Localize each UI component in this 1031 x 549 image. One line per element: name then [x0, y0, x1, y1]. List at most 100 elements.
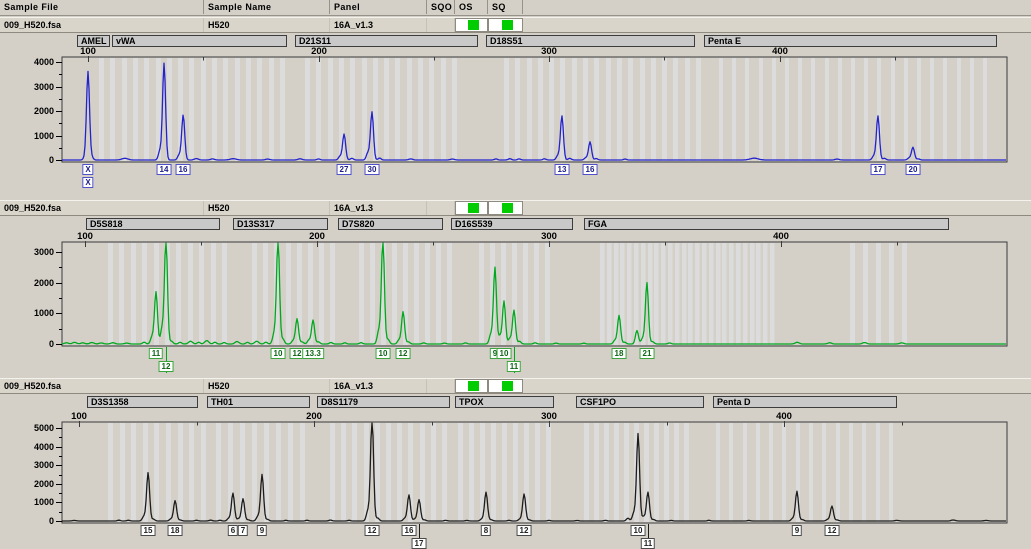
allele-label[interactable]: 13.3 — [302, 348, 324, 359]
allele-label[interactable]: 16 — [175, 164, 191, 175]
svg-text:4000: 4000 — [34, 57, 54, 67]
svg-text:100: 100 — [77, 231, 93, 242]
allele-label[interactable]: 12 — [395, 348, 411, 359]
allele-label[interactable]: 16 — [401, 525, 417, 536]
marker-bar-csf1po[interactable]: CSF1PO — [576, 396, 704, 408]
allele-label[interactable]: 10 — [496, 348, 512, 359]
marker-bar-amel[interactable]: AMEL — [77, 35, 110, 47]
marker-bar-tpox[interactable]: TPOX — [455, 396, 554, 408]
allele-label[interactable]: 12 — [824, 525, 840, 536]
allele-label[interactable]: 18 — [167, 525, 183, 536]
allele-label[interactable]: 16 — [582, 164, 598, 175]
svg-text:2000: 2000 — [34, 106, 54, 116]
marker-bar-th01[interactable]: TH01 — [207, 396, 310, 408]
y-axis — [56, 252, 62, 345]
svg-text:0: 0 — [49, 516, 54, 526]
allele-label[interactable]: 13 — [554, 164, 570, 175]
allele-label[interactable]: 20 — [905, 164, 921, 175]
allele-label[interactable]: 27 — [336, 164, 352, 175]
sample-file-cell: 009_H520.fsa — [0, 379, 204, 393]
allele-label[interactable]: 12 — [364, 525, 380, 536]
sq-pass-indicator — [502, 381, 513, 391]
electropherogram-plot-2[interactable]: 100 200 300 400 0 1000 2000 3000 — [0, 228, 1031, 352]
allele-label[interactable]: 30 — [364, 164, 380, 175]
sample-row-blue[interactable]: 009_H520.fsa H520 16A_v1.3 — [0, 17, 1031, 33]
marker-bar-d5s818[interactable]: D5S818 — [86, 218, 220, 230]
allele-label[interactable]: 7 — [237, 525, 249, 536]
allele-bins — [108, 423, 893, 522]
marker-bar-d16s539[interactable]: D16S539 — [451, 218, 573, 230]
allele-label[interactable]: 11 — [506, 361, 522, 372]
svg-text:2000: 2000 — [34, 479, 54, 489]
svg-text:0: 0 — [49, 339, 54, 349]
sample-row-black[interactable]: 009_H520.fsa H520 16A_v1.3 — [0, 378, 1031, 394]
allele-label[interactable]: 11 — [148, 348, 164, 359]
allele-label[interactable]: 9 — [256, 525, 268, 536]
allele-label[interactable]: 9 — [791, 525, 803, 536]
svg-text:400: 400 — [776, 411, 792, 422]
x-axis-ruler — [85, 241, 898, 247]
sample-name-cell: H520 — [204, 379, 330, 393]
column-header-sample-file: Sample File — [0, 0, 204, 14]
allele-label[interactable]: 10 — [630, 525, 646, 536]
svg-text:3000: 3000 — [34, 82, 54, 92]
marker-bar-fga[interactable]: FGA — [584, 218, 949, 230]
sample-panel-cell: 16A_v1.3 — [330, 18, 427, 32]
sq-cell — [488, 18, 523, 32]
sample-panel-cell: 16A_v1.3 — [330, 201, 427, 215]
column-header-os: OS — [455, 0, 488, 14]
column-header-panel: Panel — [330, 0, 427, 14]
sq-cell — [488, 379, 523, 393]
sample-name-cell: H520 — [204, 201, 330, 215]
allele-label[interactable]: 12 — [158, 361, 174, 372]
column-header-sq: SQ — [488, 0, 523, 14]
sq-pass-indicator — [502, 203, 513, 213]
allele-label[interactable]: 10 — [270, 348, 286, 359]
marker-bar-penta-e[interactable]: Penta E — [704, 35, 997, 47]
allele-label[interactable]: X — [82, 177, 94, 188]
svg-text:3000: 3000 — [34, 460, 54, 470]
marker-bar-penta-d[interactable]: Penta D — [713, 396, 897, 408]
marker-bar-vwa[interactable]: vWA — [112, 35, 287, 47]
sqo-cell — [427, 379, 455, 393]
os-cell — [455, 201, 488, 215]
allele-label[interactable]: 18 — [611, 348, 627, 359]
allele-label[interactable]: 17 — [870, 164, 886, 175]
y-axis — [56, 428, 62, 522]
marker-bar-d3s1358[interactable]: D3S1358 — [87, 396, 198, 408]
allele-label[interactable]: 8 — [480, 525, 492, 536]
sample-name-cell: H520 — [204, 18, 330, 32]
svg-text:2000: 2000 — [34, 278, 54, 288]
svg-text:1000: 1000 — [34, 131, 54, 141]
svg-text:300: 300 — [541, 46, 557, 57]
marker-bar-d8s1179[interactable]: D8S1179 — [317, 396, 450, 408]
os-pass-indicator — [468, 20, 479, 30]
sqo-cell — [427, 18, 455, 32]
svg-text:0: 0 — [49, 155, 54, 165]
sq-cell — [488, 201, 523, 215]
allele-label[interactable]: 6 — [227, 525, 239, 536]
allele-label[interactable]: 14 — [156, 164, 172, 175]
svg-text:100: 100 — [71, 411, 87, 422]
marker-bar-d21s11[interactable]: D21S11 — [295, 35, 478, 47]
allele-label[interactable]: 11 — [640, 538, 656, 549]
marker-bar-d13s317[interactable]: D13S317 — [233, 218, 328, 230]
allele-label[interactable]: 15 — [140, 525, 156, 536]
svg-text:400: 400 — [773, 231, 789, 242]
svg-text:1000: 1000 — [34, 308, 54, 318]
marker-bar-d18s51[interactable]: D18S51 — [486, 35, 695, 47]
svg-text:5000: 5000 — [34, 423, 54, 433]
allele-label[interactable]: 17 — [411, 538, 427, 549]
allele-label[interactable]: X — [82, 164, 94, 175]
allele-connector — [648, 524, 649, 549]
allele-label[interactable]: 12 — [516, 525, 532, 536]
marker-bar-d7s820[interactable]: D7S820 — [338, 218, 443, 230]
allele-label[interactable]: 10 — [375, 348, 391, 359]
sample-row-green[interactable]: 009_H520.fsa H520 16A_v1.3 — [0, 200, 1031, 216]
allele-label[interactable]: 21 — [639, 348, 655, 359]
sample-file-cell: 009_H520.fsa — [0, 201, 204, 215]
results-header-row: Sample File Sample Name Panel SQO OS SQ — [0, 0, 1031, 16]
